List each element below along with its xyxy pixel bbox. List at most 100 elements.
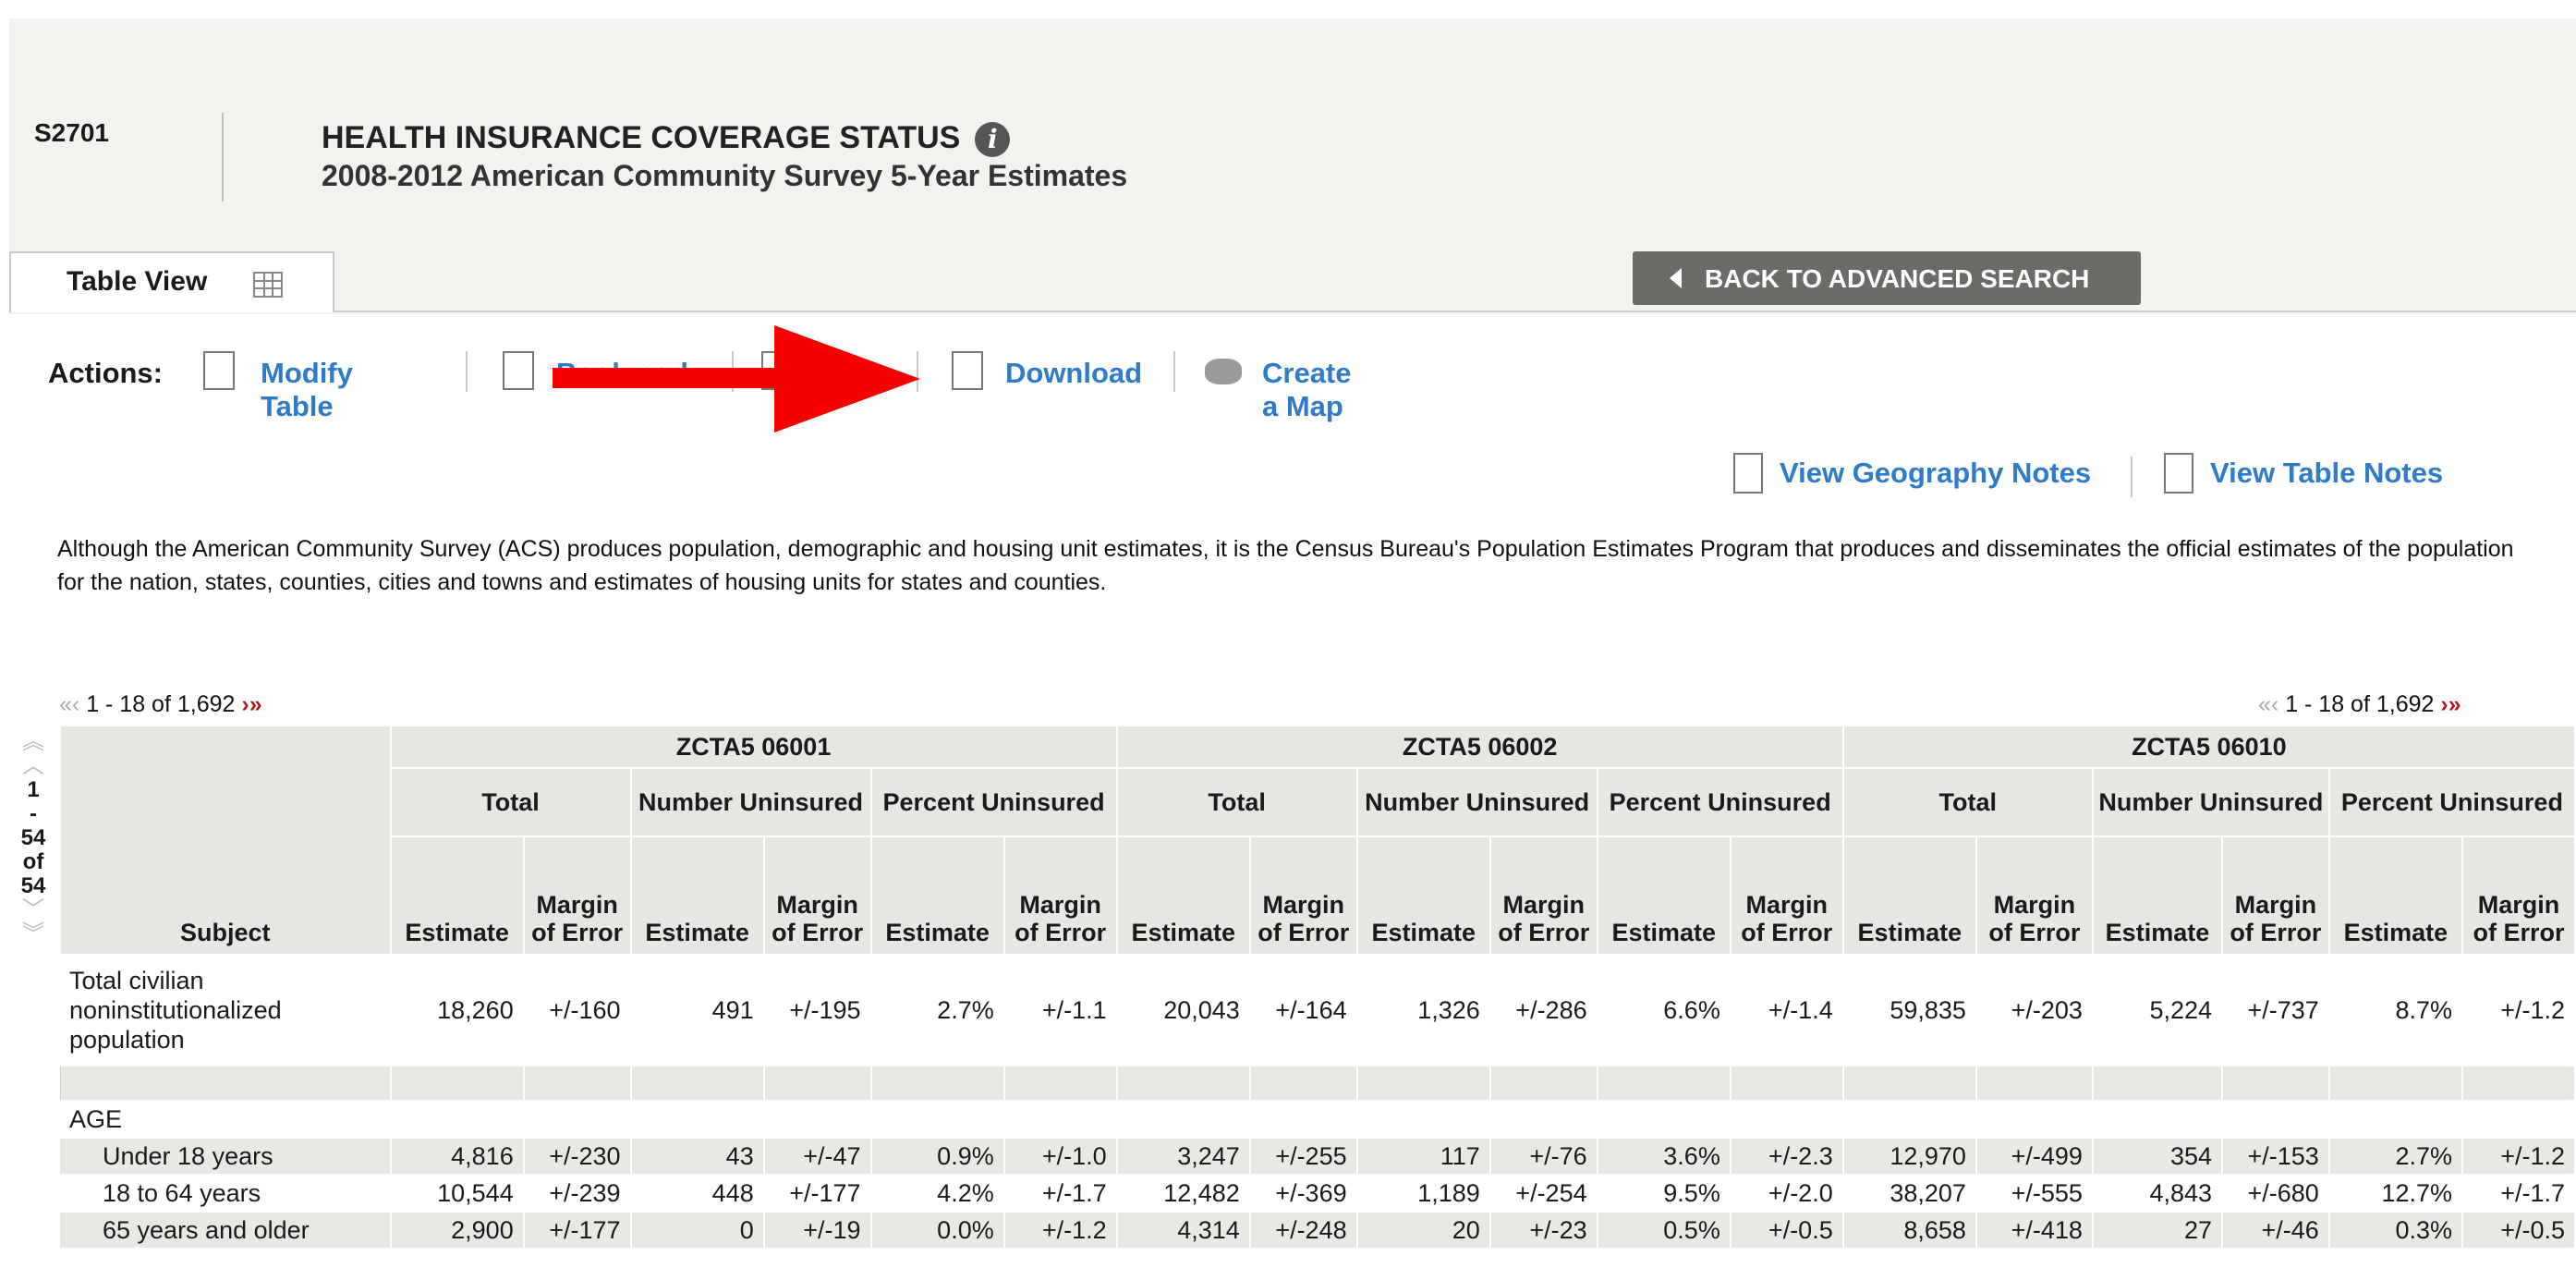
spacer-cell bbox=[1249, 1065, 1358, 1102]
next-page-icon[interactable]: › bbox=[241, 691, 249, 717]
data-cell bbox=[1975, 1100, 2094, 1139]
data-cell: +/-2.0 bbox=[1730, 1174, 1844, 1213]
up-icon[interactable]: ︿ bbox=[22, 753, 44, 778]
data-cell: +/-1.2 bbox=[1003, 1211, 1118, 1250]
back-button-label: BACK TO ADVANCED SEARCH bbox=[1705, 264, 2090, 293]
group-header: Number Uninsured bbox=[2091, 767, 2330, 837]
data-cell: 6.6% bbox=[1597, 954, 1732, 1067]
data-cell: +/-76 bbox=[1489, 1137, 1598, 1176]
tab-table-view-label: Table View bbox=[67, 266, 208, 297]
modify-table-link[interactable]: Modify Table bbox=[261, 357, 353, 422]
data-cell: +/-0.5 bbox=[2461, 1211, 2576, 1250]
estimate-header: Estimate bbox=[1596, 835, 1732, 956]
actions-label: Actions: bbox=[48, 357, 163, 389]
data-cell bbox=[2092, 1100, 2224, 1139]
modify-table-icon[interactable] bbox=[203, 351, 235, 390]
data-cell: +/-1.0 bbox=[1003, 1137, 1118, 1176]
data-cell: +/-369 bbox=[1249, 1174, 1358, 1213]
download-icon[interactable] bbox=[952, 351, 983, 390]
view-table-notes-link[interactable]: View Table Notes bbox=[2210, 457, 2444, 489]
data-cell: 0.9% bbox=[869, 1137, 1005, 1176]
data-cell bbox=[2461, 1100, 2576, 1139]
data-cell bbox=[1597, 1100, 1732, 1139]
table-row: Under 18 years 4,816 +/-230 43 +/-47 0.9% +/-1… bbox=[60, 1137, 2576, 1176]
estimate-header: Estimate bbox=[2327, 835, 2464, 956]
data-cell: +/-195 bbox=[763, 954, 872, 1067]
margin-of-error-header: Margin of Error bbox=[1002, 835, 1118, 956]
data-cell: +/-418 bbox=[1975, 1211, 2094, 1250]
data-cell: 43 bbox=[629, 1137, 765, 1176]
prev-page-icon[interactable]: ‹ bbox=[2270, 691, 2279, 717]
data-cell bbox=[2221, 1100, 2330, 1139]
first-page-icon[interactable]: « bbox=[59, 691, 72, 717]
geography-notes-icon[interactable] bbox=[1733, 453, 1763, 494]
margin-of-error-header: Margin of Error bbox=[2461, 835, 2576, 956]
data-cell: 27 bbox=[2092, 1211, 2224, 1250]
last-page-icon[interactable]: » bbox=[249, 691, 262, 717]
data-cell: +/-1.7 bbox=[1003, 1174, 1118, 1213]
data-cell: 0.5% bbox=[1597, 1211, 1732, 1250]
data-cell: +/-203 bbox=[1975, 954, 2094, 1067]
map-icon[interactable] bbox=[1205, 359, 1242, 384]
data-cell bbox=[869, 1100, 1005, 1139]
data-cell: +/-23 bbox=[1489, 1211, 1598, 1250]
vertical-pager-dash: - bbox=[30, 801, 37, 826]
down-icon[interactable]: ﹀ bbox=[22, 897, 44, 922]
group-header: Percent Uninsured bbox=[1596, 767, 1844, 837]
table-grid-icon bbox=[253, 272, 283, 298]
data-cell: 0 bbox=[629, 1211, 765, 1250]
table-id: S2701 bbox=[34, 118, 109, 147]
margin-of-error-header: Margin of Error bbox=[2221, 835, 2330, 956]
group-header: Percent Uninsured bbox=[869, 767, 1118, 837]
group-header: Total bbox=[1841, 767, 2094, 837]
row-label: AGE bbox=[60, 1100, 392, 1139]
create-a-map-link[interactable]: Create a Map bbox=[1262, 357, 1352, 422]
back-to-advanced-search-button[interactable]: BACK TO ADVANCED SEARCH bbox=[1633, 251, 2141, 305]
prev-page-icon[interactable]: ‹ bbox=[71, 691, 80, 717]
header-row-zcta: Subject ZCTA5 06001 ZCTA5 06002 ZCTA5 06010 bbox=[59, 725, 2576, 956]
view-geography-notes-link[interactable]: View Geography Notes bbox=[1780, 457, 2092, 489]
disclaimer-text: Although the American Community Survey (… bbox=[57, 536, 2514, 595]
data-cell bbox=[1730, 1100, 1844, 1139]
data-cell: +/-153 bbox=[2221, 1137, 2330, 1176]
data-cell: 12.7% bbox=[2328, 1174, 2464, 1213]
last-page-icon[interactable]: » bbox=[2448, 691, 2461, 717]
row-label: 65 years and older bbox=[60, 1211, 392, 1250]
bookmark-icon[interactable] bbox=[503, 351, 534, 390]
table-notes-icon[interactable] bbox=[2164, 453, 2193, 494]
red-arrow-head bbox=[774, 325, 920, 433]
pager-range: 1 - 18 of 1,692 bbox=[86, 691, 236, 717]
notes-separator bbox=[2131, 457, 2132, 497]
red-arrow-annotation bbox=[553, 368, 784, 388]
data-cell bbox=[389, 1100, 525, 1139]
data-cell: +/-255 bbox=[1249, 1137, 1358, 1176]
first-page-icon[interactable]: « bbox=[2258, 691, 2271, 717]
zcta-header: ZCTA5 06002 bbox=[1115, 725, 1844, 769]
tab-table-view[interactable]: Table View bbox=[9, 251, 334, 312]
spacer-cell bbox=[2092, 1065, 2224, 1102]
data-cell: 12,970 bbox=[1842, 1137, 1977, 1176]
table-row: 65 years and older 2,900 +/-177 0 +/-19 0.0% +… bbox=[60, 1211, 2576, 1250]
data-cell: 4,314 bbox=[1116, 1211, 1251, 1250]
data-cell: 2.7% bbox=[2328, 1137, 2464, 1176]
vertical-pager-end: 54 bbox=[20, 825, 46, 850]
estimate-header: Estimate bbox=[1841, 835, 1977, 956]
data-cell: 4,816 bbox=[389, 1137, 525, 1176]
next-page-icon[interactable]: › bbox=[2440, 691, 2448, 717]
down-last-icon[interactable]: ︾ bbox=[22, 921, 44, 946]
zcta-header: ZCTA5 06001 bbox=[389, 725, 1118, 769]
data-cell: +/-1.7 bbox=[2461, 1174, 2576, 1213]
data-cell bbox=[1489, 1100, 1598, 1139]
header-band bbox=[9, 18, 2576, 314]
data-cell: 18,260 bbox=[389, 954, 525, 1067]
margin-of-error-header: Margin of Error bbox=[1488, 835, 1598, 956]
group-header: Total bbox=[1115, 767, 1358, 837]
estimate-header: Estimate bbox=[629, 835, 765, 956]
spacer-cell bbox=[629, 1065, 765, 1102]
up-first-icon[interactable]: ︽ bbox=[22, 729, 44, 754]
spacer-cell bbox=[1975, 1065, 2094, 1102]
table-row: Total civilian noninstitutionalized popu… bbox=[60, 954, 2576, 1067]
info-icon[interactable]: i bbox=[975, 122, 1011, 158]
page-title: HEALTH INSURANCE COVERAGE STATUS i bbox=[322, 120, 1011, 158]
download-link[interactable]: Download bbox=[1005, 357, 1143, 389]
